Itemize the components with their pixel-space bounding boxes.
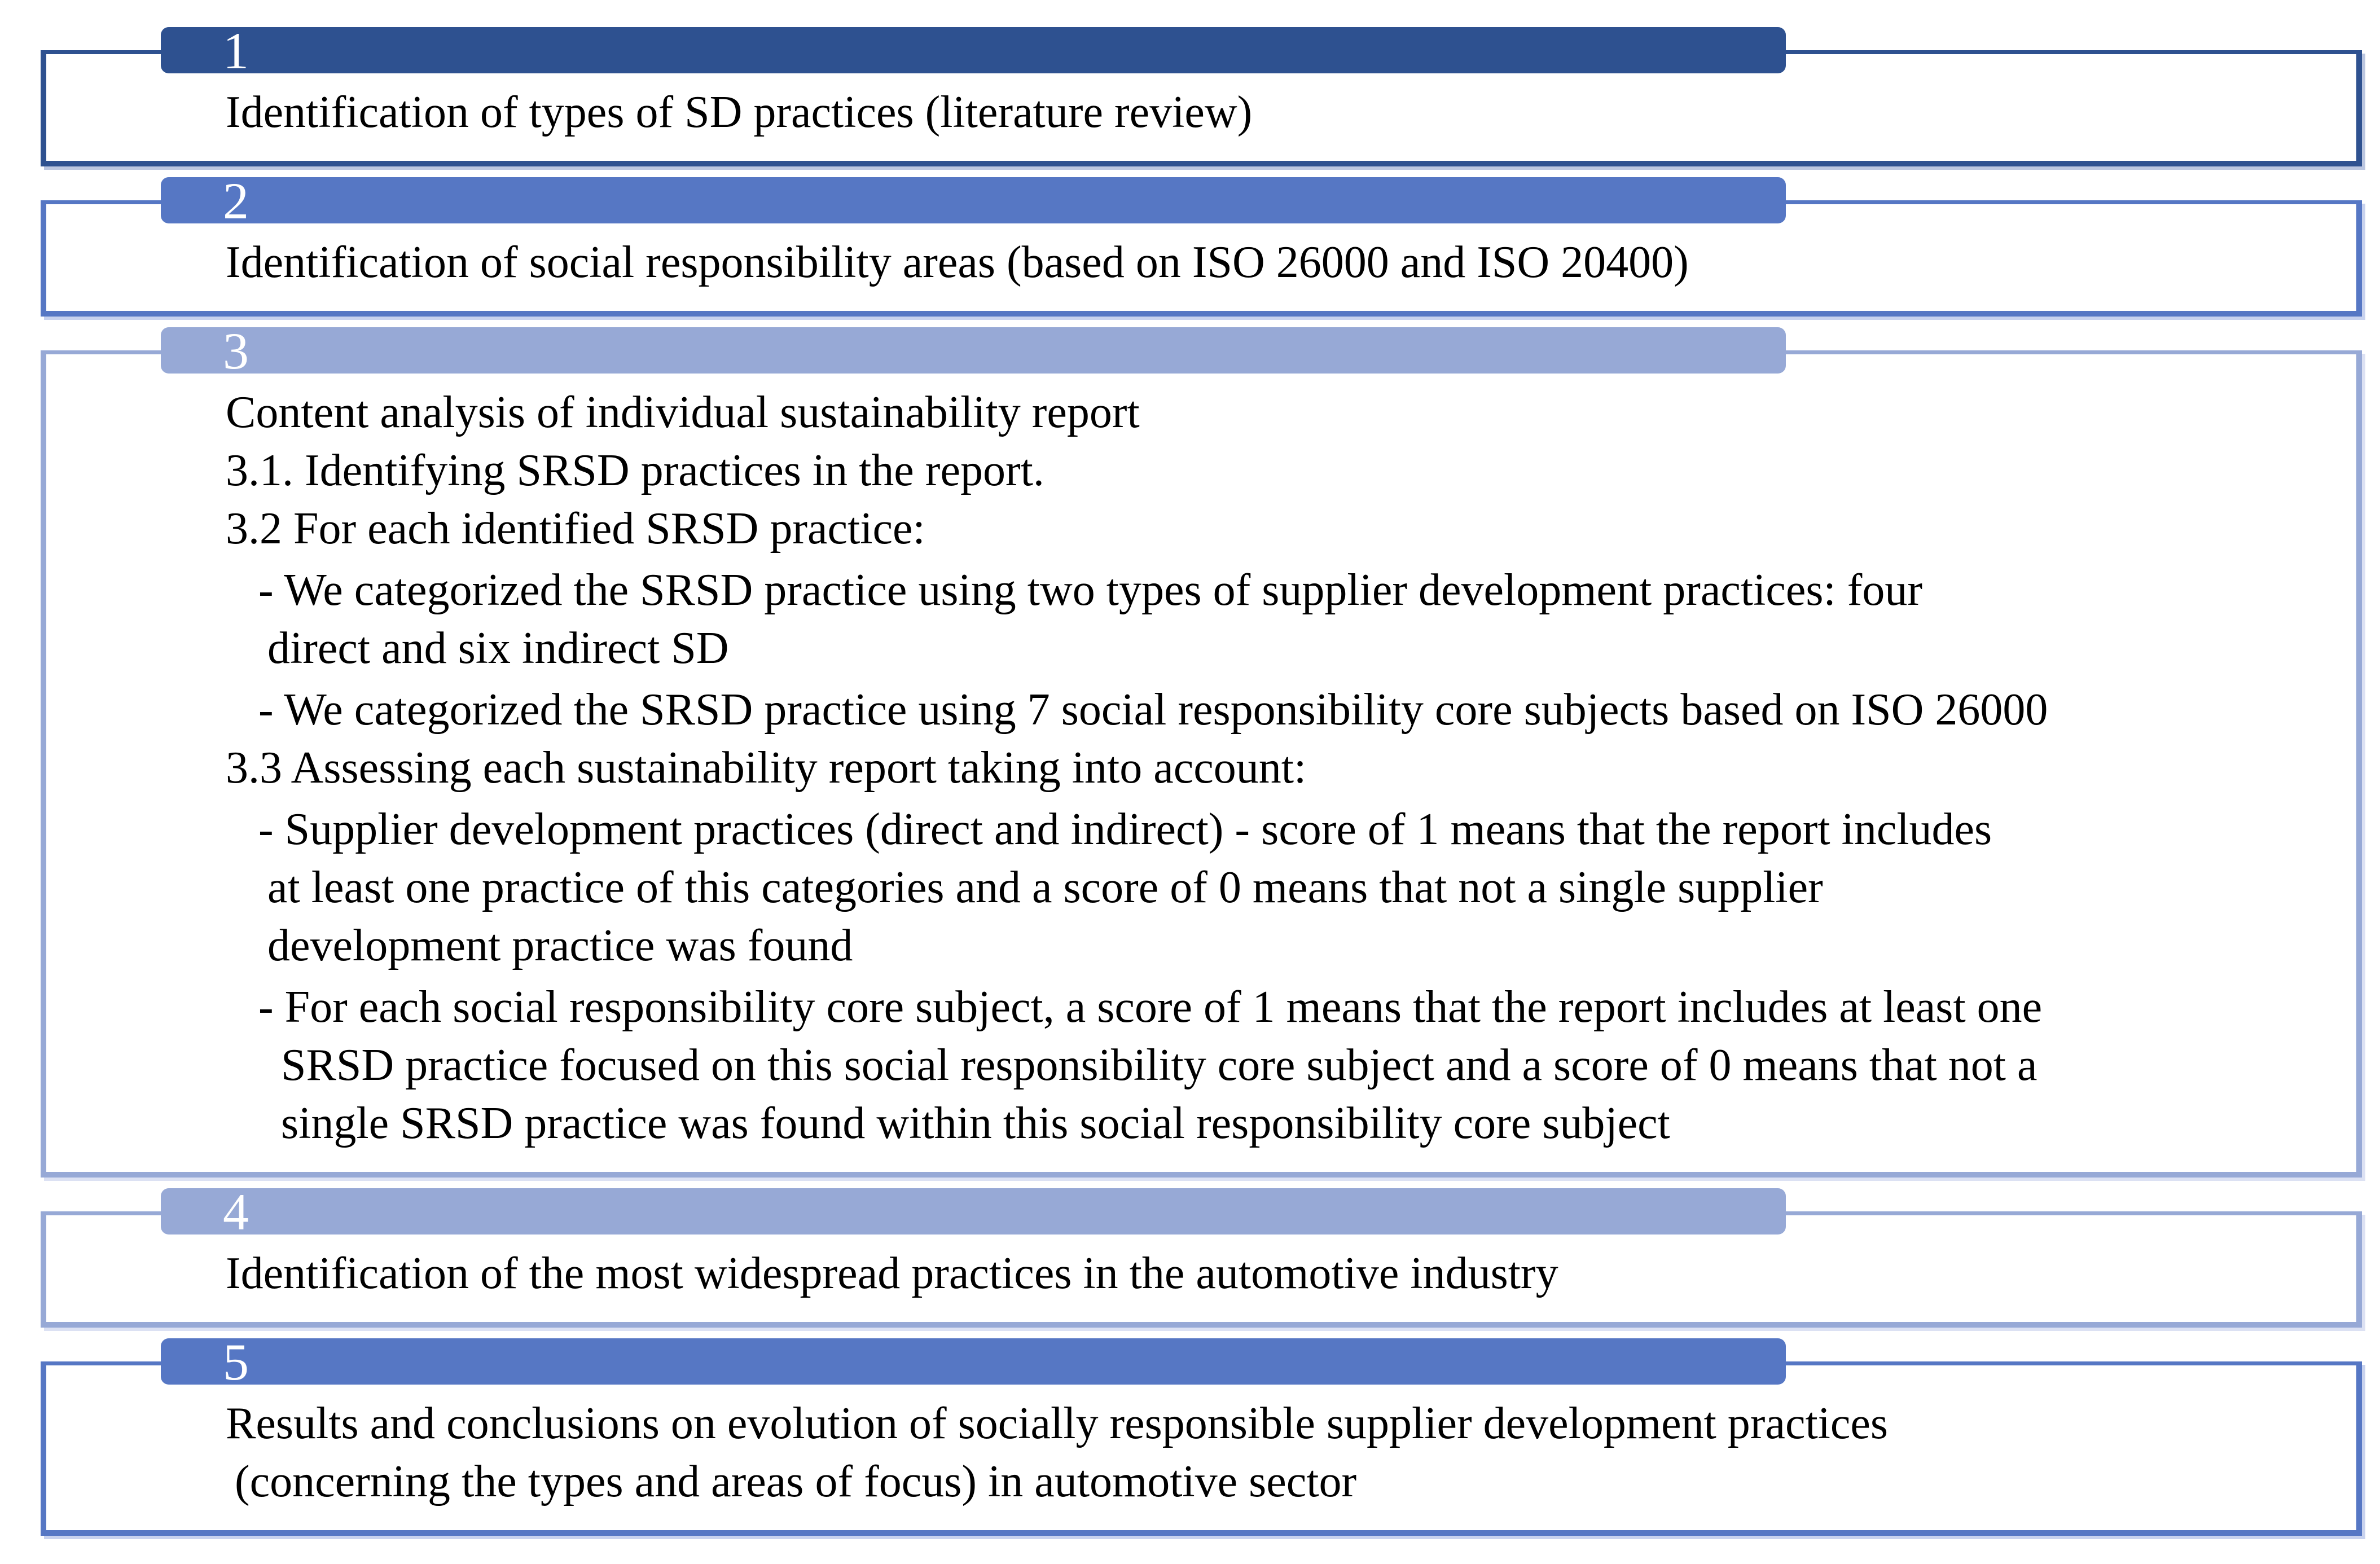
step-4-header-bar: 4 (161, 1183, 1786, 1241)
step-3-line-4: - We categorized the SRSD practice using… (258, 565, 1922, 615)
step-1: 1 Identification of types of SD practices… (41, 25, 2362, 166)
step-3-line-10: development practice was found (267, 921, 853, 970)
step-3-line-2: 3.1. Identifying SRSD practices in the r… (226, 446, 1044, 495)
step-1-header-bar: 1 (161, 22, 1786, 80)
step-5-line-1: Results and conclusions on evolution of … (226, 1399, 1889, 1448)
step-5-header-bar: 5 (161, 1333, 1786, 1391)
step-4: 4 Identification of the most widespread p… (41, 1186, 2362, 1328)
step-2: 2 Identification of social responsibility… (41, 175, 2362, 317)
step-2-line-1: Identification of social responsibility … (226, 238, 1689, 287)
step-3-line-1: Content analysis of individual sustainab… (226, 388, 1140, 437)
step-5-number: 5 (223, 1333, 249, 1391)
step-3-line-5: direct and six indirect SD (267, 623, 729, 673)
step-2-number: 2 (223, 172, 249, 230)
step-3-line-11: - For each social responsibility core su… (258, 982, 2043, 1032)
step-3-line-13: single SRSD practice was found within th… (281, 1099, 1670, 1148)
step-3-line-7: 3.3 Assessing each sustainability report… (226, 743, 1307, 793)
step-2-header-bar: 2 (161, 172, 1786, 230)
step-3-line-9: at least one practice of this categories… (267, 863, 1823, 912)
step-4-number: 4 (223, 1183, 249, 1241)
step-1-number: 1 (223, 22, 249, 80)
step-5-box: Results and conclusions on evolution of … (41, 1361, 2362, 1536)
step-3-header-bar: 3 (161, 322, 1786, 380)
step-3-line-3: 3.2 For each identified SRSD practice: (226, 504, 925, 553)
step-3-line-12: SRSD practice focused on this social res… (281, 1040, 2038, 1090)
step-5: 5 Results and conclusions on evolution of… (41, 1336, 2362, 1536)
step-5-line-2: (concerning the types and areas of focus… (235, 1457, 1357, 1506)
step-3-line-8: - Supplier development practices (direct… (258, 805, 1992, 854)
step-3-box: Content analysis of individual sustainab… (41, 350, 2362, 1178)
step-4-line-1: Identification of the most widespread pr… (226, 1249, 1558, 1298)
step-3: 3 Content analysis of individual sustaina… (41, 325, 2362, 1178)
step-1-line-1: Identification of types of SD practices … (226, 87, 1253, 137)
step-3-number: 3 (223, 322, 249, 380)
step-3-line-6: - We categorized the SRSD practice using… (258, 685, 2048, 735)
